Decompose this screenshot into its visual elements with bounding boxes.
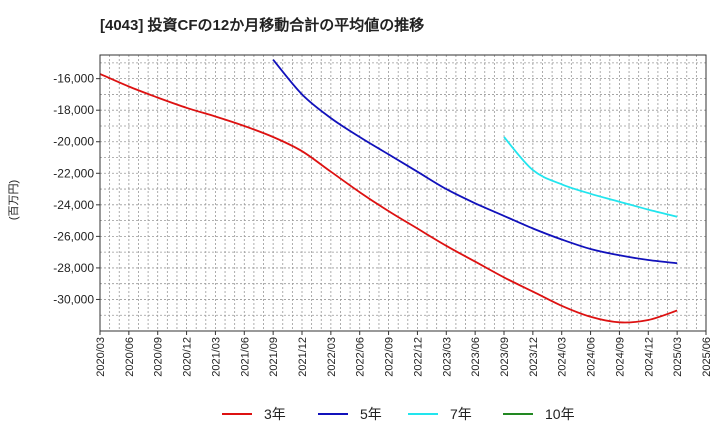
x-tick-label: 2023/06	[470, 337, 482, 377]
legend-label-1: 5年	[360, 406, 382, 422]
y-tick-label: -22,000	[53, 166, 94, 180]
x-tick-label: 2023/03	[441, 337, 453, 377]
y-axis-label: (百万円)	[8, 180, 20, 220]
x-tick-label: 2023/12	[528, 337, 540, 377]
x-tick-label: 2022/09	[384, 337, 396, 377]
y-tick-label: -16,000	[53, 72, 94, 86]
x-tick-label: 2020/06	[124, 337, 136, 377]
legend: 3年 5年 7年 10年	[222, 406, 575, 422]
x-tick-label: 2024/06	[586, 337, 598, 377]
series-line-2	[503, 136, 678, 218]
chart-title: [4043] 投資CFの12か月移動合計の平均値の推移	[100, 16, 424, 34]
grid	[100, 55, 706, 331]
x-tick-label: 2020/03	[95, 337, 107, 377]
legend-label-0: 3年	[264, 406, 286, 422]
y-tick-label: -30,000	[53, 292, 94, 306]
x-tick-label: 2022/06	[355, 337, 367, 377]
x-tick-label: 2022/03	[326, 337, 338, 377]
x-tick-label: 2020/09	[153, 337, 165, 377]
y-tick-label: -20,000	[53, 135, 94, 149]
x-tick-label: 2024/09	[614, 337, 626, 377]
legend-label-2: 7年	[450, 406, 472, 422]
series-line-1	[272, 59, 678, 265]
x-tick-label: 2020/12	[182, 337, 194, 377]
series-line-0	[99, 73, 678, 324]
y-axis-ticks: -16,000 -18,000 -20,000 -22,000 -24,000 -26,0…	[53, 72, 100, 306]
x-tick-label: 2021/06	[239, 337, 251, 377]
x-tick-label: 2022/12	[412, 337, 424, 377]
x-tick-label: 2025/06	[701, 337, 713, 377]
y-tick-label: -28,000	[53, 261, 94, 275]
plot-frame	[99, 54, 707, 332]
x-tick-label: 2023/09	[499, 337, 511, 377]
legend-label-3: 10年	[545, 406, 575, 422]
y-tick-label: -24,000	[53, 198, 94, 212]
x-tick-label: 2021/12	[297, 337, 309, 377]
x-tick-label: 2024/03	[557, 337, 569, 377]
x-axis-ticks: 2020/03 2020/06 2020/09 2020/12 2021/03 2021/…	[95, 331, 713, 377]
x-tick-label: 2025/03	[672, 337, 684, 377]
x-tick-label: 2021/03	[210, 337, 222, 377]
y-tick-label: -26,000	[53, 229, 94, 243]
x-tick-label: 2021/09	[268, 337, 280, 377]
y-tick-label: -18,000	[53, 103, 94, 117]
series-lines	[99, 59, 678, 324]
x-tick-label: 2024/12	[643, 337, 655, 377]
